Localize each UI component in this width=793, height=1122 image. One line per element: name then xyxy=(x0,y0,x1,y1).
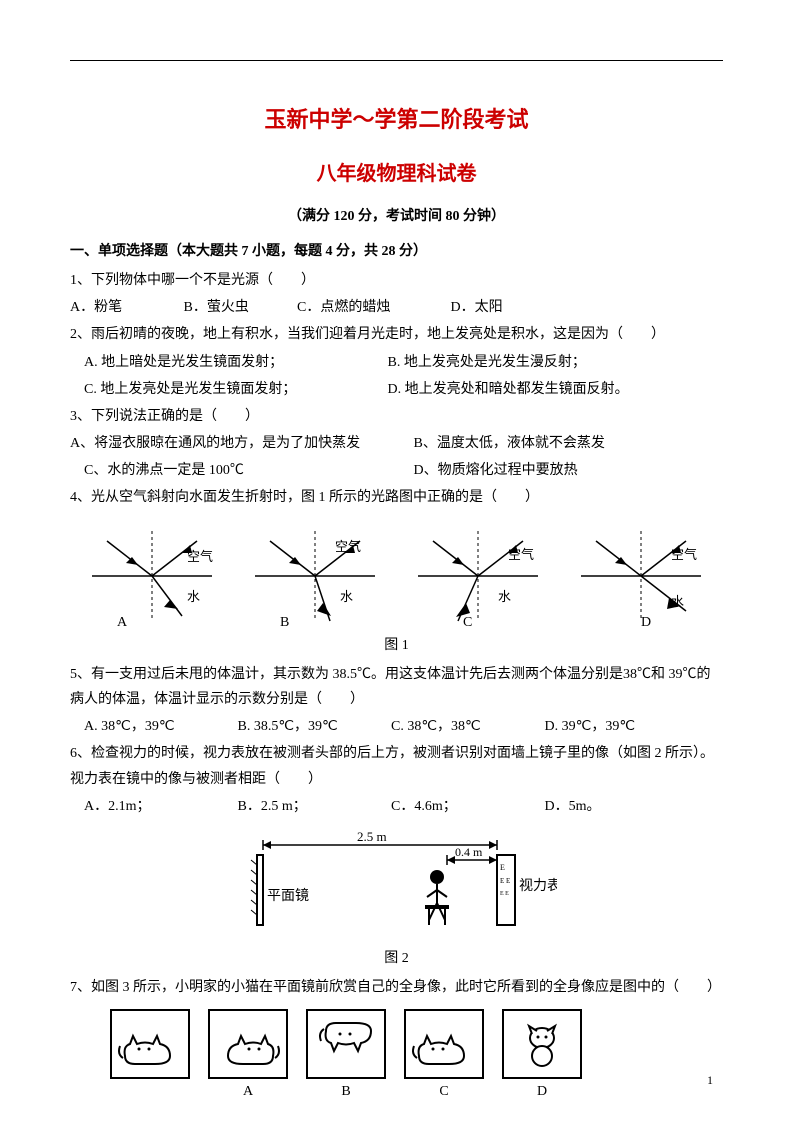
q3-stem: 3、下列说法正确的是（ ） xyxy=(70,404,723,429)
svg-text:2.5 m: 2.5 m xyxy=(357,829,387,844)
q5-optA: A. 38℃，39℃ xyxy=(84,714,234,739)
q4-caption: 图 1 xyxy=(70,633,723,658)
q6-optC: C．4.6m； xyxy=(391,794,541,819)
q1-options: A．粉笔 B．萤火虫 C．点燃的蜡烛 D．太阳 xyxy=(70,295,723,320)
svg-text:E: E xyxy=(500,863,505,872)
q6-optB: B．2.5 m； xyxy=(238,794,388,819)
q5-optD: D. 39℃，39℃ xyxy=(545,714,636,739)
q1-optC: C．点燃的蜡烛 xyxy=(297,295,447,320)
q6-options: A．2.1m； B．2.5 m； C．4.6m； D．5m。 xyxy=(70,794,723,819)
q4-diagrams: 空气 水 A 空气 水 B 空气 水 C xyxy=(70,521,723,631)
q2-stem: 2、雨后初晴的夜晚，地上有积水，当我们迎着月光走时，地上发亮处是积水，这是因为（… xyxy=(70,322,723,347)
svg-text:空气: 空气 xyxy=(335,539,361,554)
q5-stem: 5、有一支用过后未甩的体温计，其示数为 38.5℃。用这支体温计先后去测两个体温… xyxy=(70,662,723,712)
svg-text:平面镜: 平面镜 xyxy=(267,888,309,904)
q3-optA: A、将湿衣服晾在通风的地方，是为了加快蒸发 xyxy=(70,431,410,456)
svg-text:0.4 m: 0.4 m xyxy=(455,845,483,859)
q4-diagram-A: 空气 水 A xyxy=(82,521,222,631)
section-1-title: 一、单项选择题（本大题共 7 小题，每题 4 分，共 28 分） xyxy=(70,239,723,264)
q4-diagram-B: 空气 水 B xyxy=(245,521,385,631)
q2-optC: C. 地上发亮处是光发生镜面发射； xyxy=(84,377,384,402)
svg-text:E E: E E xyxy=(500,891,509,897)
q6-figure: E E E E E 2.5 m 0.4 m 平面镜 视力表 xyxy=(70,825,723,944)
q4-diagram-C: 空气 水 C xyxy=(408,521,548,631)
q1-optD: D．太阳 xyxy=(451,295,503,320)
q6-optD: D．5m。 xyxy=(545,794,601,819)
svg-text:水: 水 xyxy=(671,594,684,609)
q6-caption: 图 2 xyxy=(70,946,723,971)
q3-optC: C、水的沸点一定是 100℃ xyxy=(70,458,410,483)
q2-optB: B. 地上发亮处是光发生漫反射； xyxy=(388,350,586,375)
svg-text:视力表: 视力表 xyxy=(519,878,557,894)
q4-diagram-D: 空气 水 D xyxy=(571,521,711,631)
title-sub: 八年级物理科试卷 xyxy=(70,156,723,192)
q2-optD: D. 地上发亮处和暗处都发生镜面反射。 xyxy=(388,377,629,402)
q1-optB: B．萤火虫 xyxy=(184,295,294,320)
q7-stem: 7、如图 3 所示，小明家的小猫在平面镜前欣赏自己的全身像，此时它所看到的全身像… xyxy=(70,975,723,1000)
q5-optC: C. 38℃，38℃ xyxy=(391,714,541,739)
top-rule xyxy=(70,60,723,61)
q2-row1: A. 地上暗处是光发生镜面发射； B. 地上发亮处是光发生漫反射； xyxy=(70,350,723,375)
q5-options: A. 38℃，39℃ B. 38.5℃，39℃ C. 38℃，38℃ D. 39… xyxy=(70,714,723,739)
q7-cats: A B C xyxy=(70,1009,723,1104)
svg-text:C: C xyxy=(463,615,472,630)
q6-optA: A．2.1m； xyxy=(84,794,234,819)
q7-label-B: B xyxy=(306,1079,386,1104)
q7-cat-original xyxy=(110,1009,190,1104)
q6-stem: 6、检查视力的时候，视力表放在被测者头部的后上方，被测者识别对面墙上镜子里的像（… xyxy=(70,741,723,791)
q5-optB: B. 38.5℃，39℃ xyxy=(238,714,388,739)
svg-text:E E: E E xyxy=(500,877,510,885)
exam-info: （满分 120 分，考试时间 80 分钟） xyxy=(70,204,723,229)
q3-optD: D、物质熔化过程中要放热 xyxy=(414,458,578,483)
title-main: 玉新中学～学第二阶段考试 xyxy=(70,100,723,140)
q7-cat-C: C xyxy=(404,1009,484,1104)
svg-text:水: 水 xyxy=(498,589,511,604)
svg-text:A: A xyxy=(117,615,128,630)
svg-text:D: D xyxy=(641,615,651,630)
q7-label-C: C xyxy=(404,1079,484,1104)
q1-stem: 1、下列物体中哪一个不是光源（ ） xyxy=(70,268,723,293)
svg-text:水: 水 xyxy=(340,589,353,604)
q2-row2: C. 地上发亮处是光发生镜面发射； D. 地上发亮处和暗处都发生镜面反射。 xyxy=(70,377,723,402)
svg-text:空气: 空气 xyxy=(508,547,534,562)
q7-cat-B: B xyxy=(306,1009,386,1104)
q3-optB: B、温度太低，液体就不会蒸发 xyxy=(414,431,605,456)
q7-label-A: A xyxy=(208,1079,288,1104)
q7-cat-A: A xyxy=(208,1009,288,1104)
q4-stem: 4、光从空气斜射向水面发生折射时，图 1 所示的光路图中正确的是（ ） xyxy=(70,485,723,510)
q3-row1: A、将湿衣服晾在通风的地方，是为了加快蒸发 B、温度太低，液体就不会蒸发 xyxy=(70,431,723,456)
q7-cat-D: D xyxy=(502,1009,582,1104)
q3-row2: C、水的沸点一定是 100℃ D、物质熔化过程中要放热 xyxy=(70,458,723,483)
q1-optA: A．粉笔 xyxy=(70,295,180,320)
q2-optA: A. 地上暗处是光发生镜面发射； xyxy=(84,350,384,375)
page-number: 1 xyxy=(707,1070,713,1092)
svg-text:水: 水 xyxy=(187,589,200,604)
q7-label-D: D xyxy=(502,1079,582,1104)
svg-text:B: B xyxy=(280,615,289,630)
svg-text:空气: 空气 xyxy=(671,547,697,562)
svg-text:空气: 空气 xyxy=(187,549,213,564)
